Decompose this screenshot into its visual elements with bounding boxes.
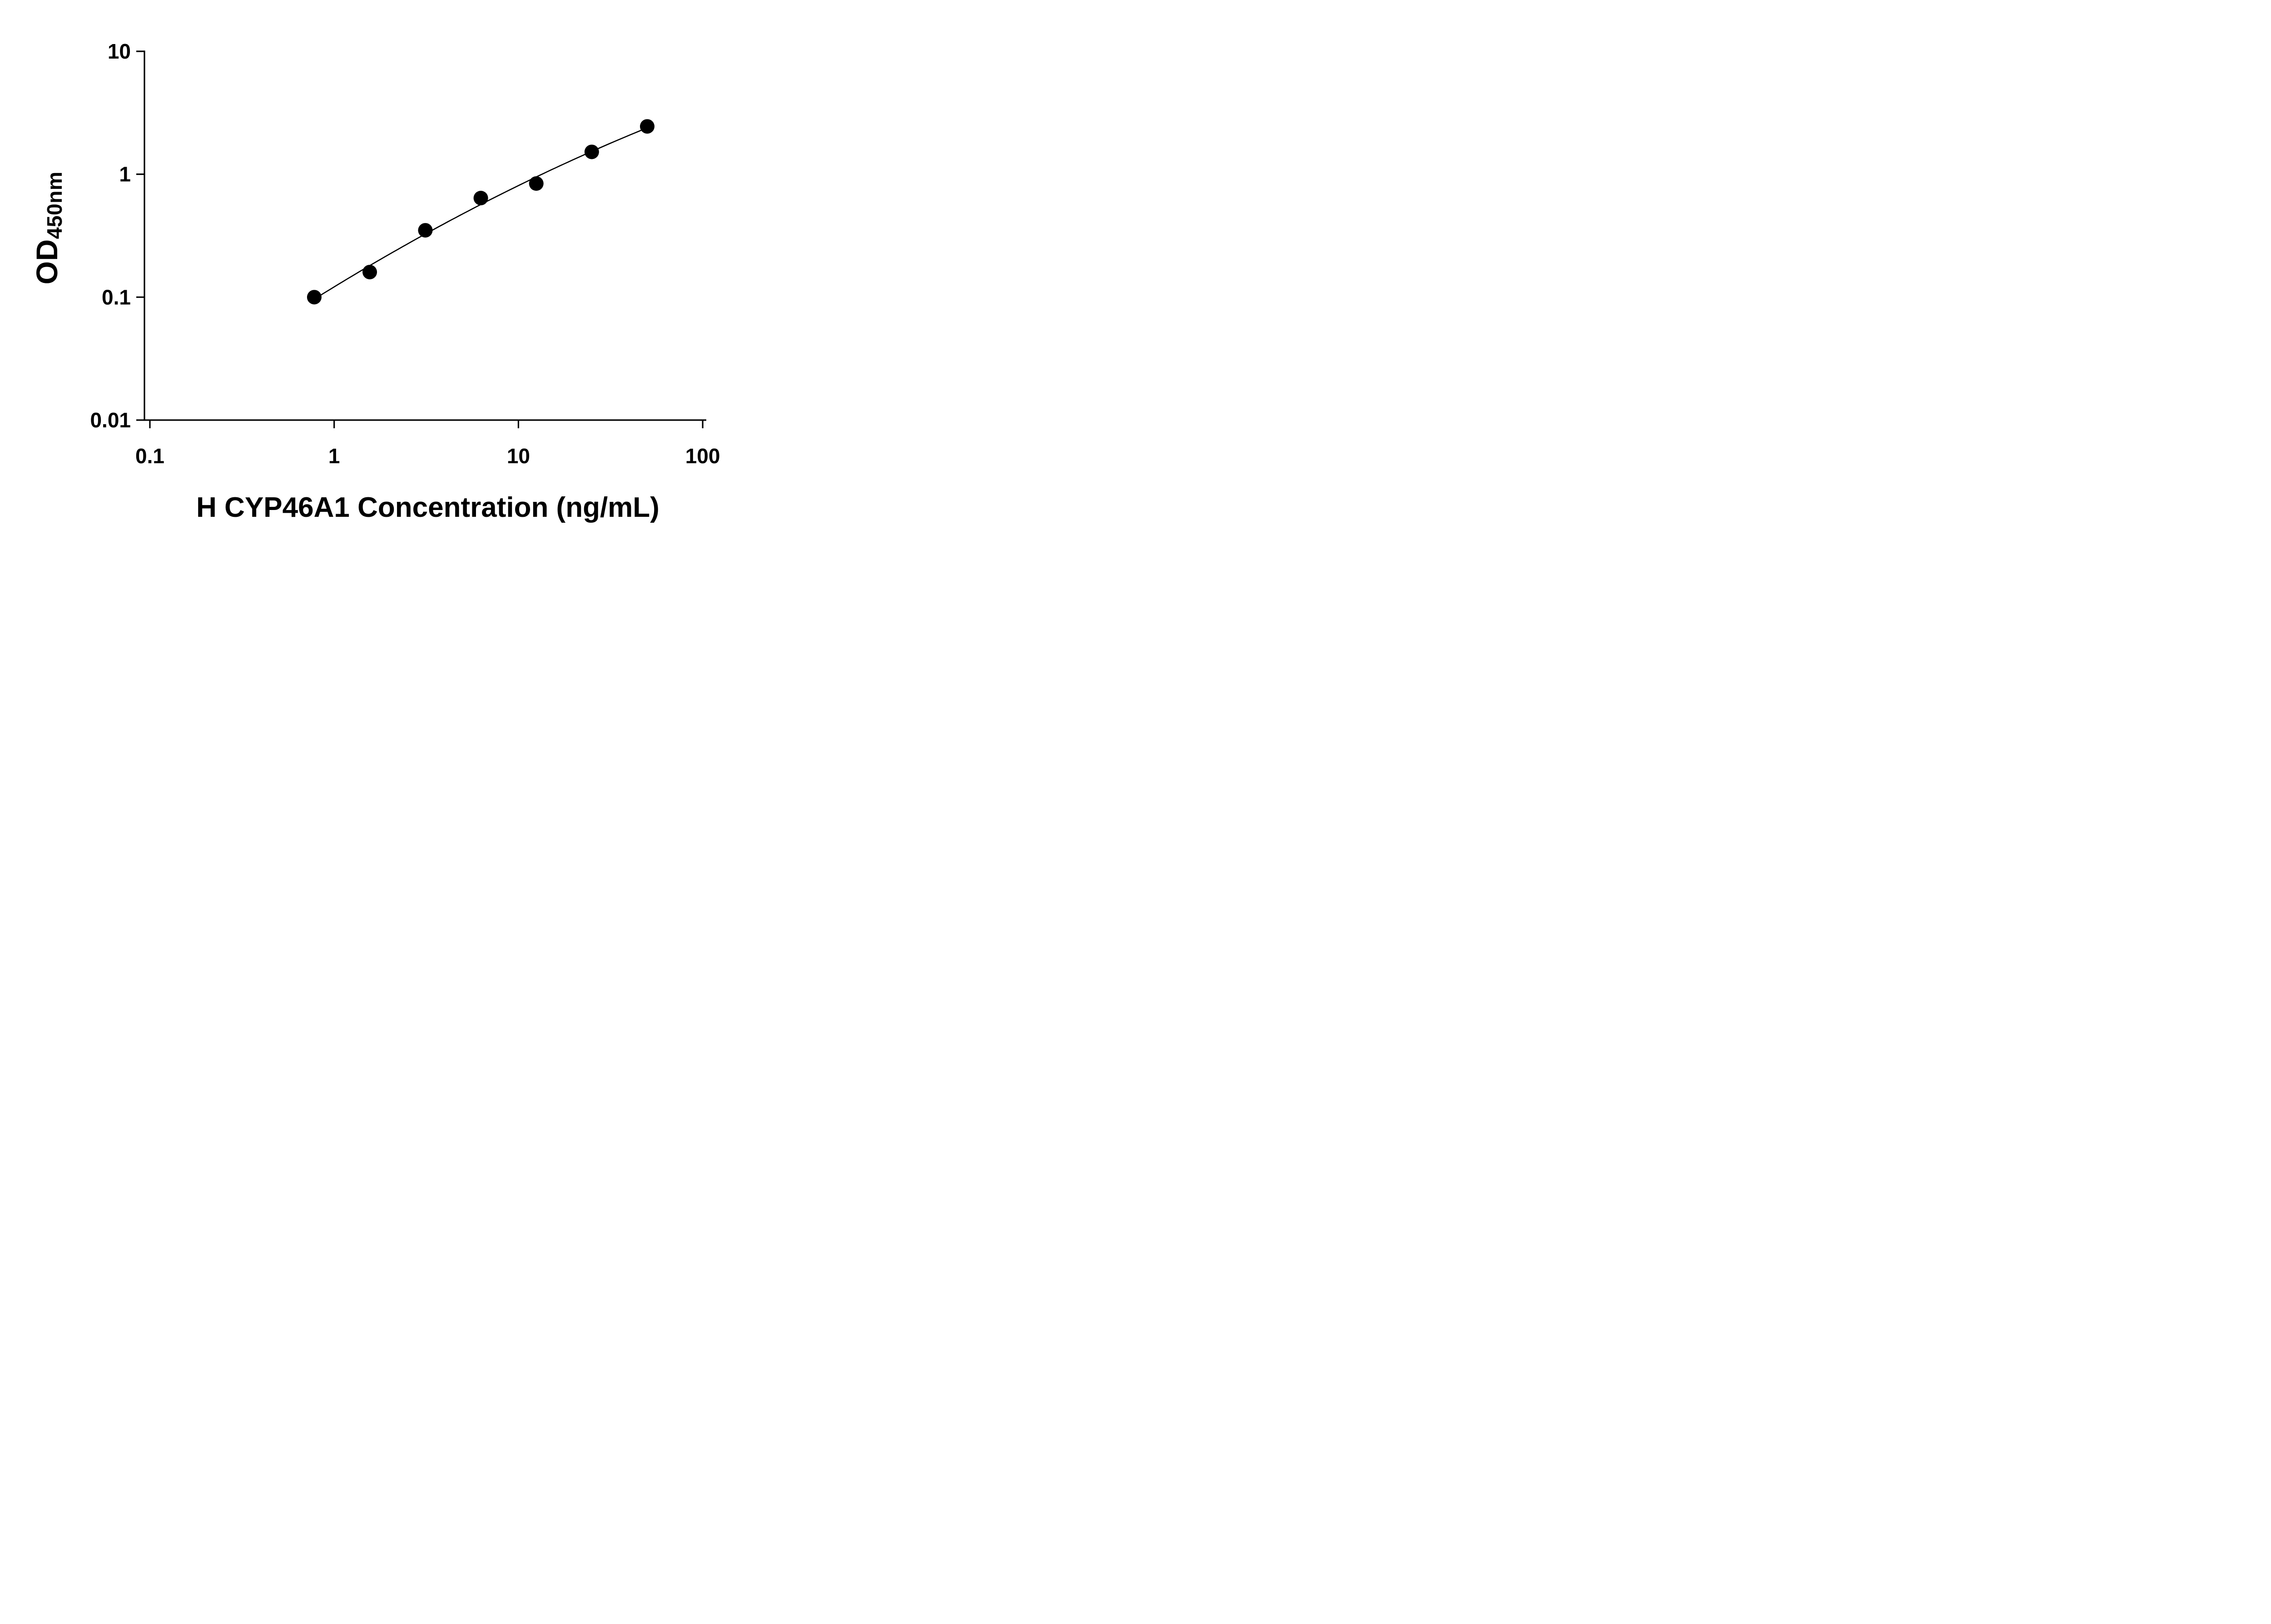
x-tick-label: 0.1 <box>135 444 164 468</box>
x-tick-label: 10 <box>507 444 530 468</box>
y-tick-label: 1 <box>119 163 131 186</box>
data-point <box>529 176 544 191</box>
chart-page: OD450nm 0.01 0.1 1 10 0.1 1 10 100 H CYP46A1 Co… <box>0 0 777 541</box>
data-point <box>362 265 377 280</box>
y-tick-label: 10 <box>108 40 131 63</box>
x-axis-title: H CYP46A1 Concentration (ng/mL) <box>196 492 659 523</box>
x-tick-label: 100 <box>685 444 720 468</box>
data-point <box>307 290 322 305</box>
data-point <box>584 144 599 159</box>
data-point <box>473 191 488 206</box>
data-point <box>418 223 433 238</box>
y-tick-label: 0.01 <box>90 408 131 432</box>
x-tick-label: 1 <box>328 444 340 468</box>
y-tick-label: 0.1 <box>102 285 131 309</box>
data-point <box>640 119 655 134</box>
